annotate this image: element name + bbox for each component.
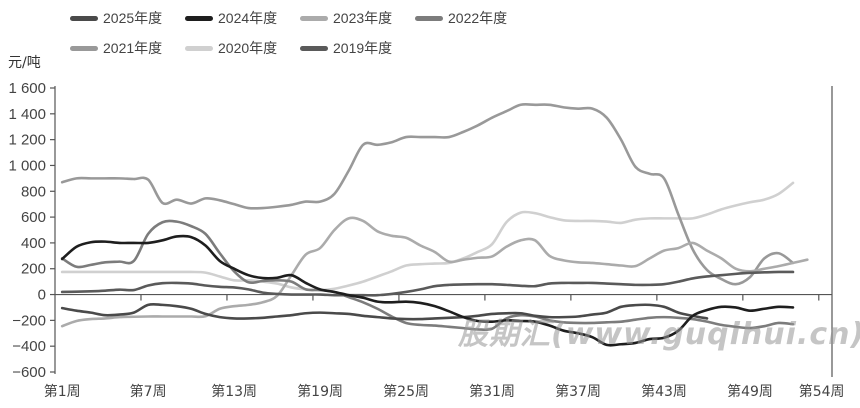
x-tick-label: 第19周 [297,383,343,400]
y-tick-label: −600 [12,364,46,381]
y-tick-label: 600 [21,209,46,226]
y-axis-unit-label: 元/吨 [8,55,41,71]
series-line-2019年度 [60,270,795,297]
series-line-2024年度 [60,234,795,347]
x-tick-label: 第25周 [383,383,429,400]
y-tick-label: 1 000 [8,157,46,174]
legend-label: 2020年度 [218,40,278,56]
legend-label: 2022年度 [448,10,508,26]
legend-item: 2025年度 [70,8,162,28]
x-tick-label: 第1周 [44,383,81,400]
legend-swatch [70,45,98,51]
series-line-2020年度 [60,181,795,292]
y-tick-label: 400 [21,235,46,252]
legend-item: 2022年度 [415,8,507,28]
y-tick-label: −400 [12,338,46,355]
legend-item: 2024年度 [185,8,277,28]
legend-swatch [300,15,328,21]
legend-swatch [185,45,213,51]
y-tick-label: 800 [21,183,46,200]
legend-swatch [185,15,213,21]
y-tick-label: 1 400 [8,106,46,123]
legend-label: 2025年度 [103,10,163,26]
y-tick-label: 1 200 [8,132,46,149]
legend-label: 2023年度 [333,10,393,26]
series-line-2023年度 [60,216,809,328]
legend-swatch [415,15,443,21]
x-tick-label: 第37周 [555,383,601,400]
y-tick-label: −200 [12,312,46,329]
series-line-2021年度 [60,103,795,286]
x-tick-label: 第43周 [641,383,687,400]
watermark: 股期汇(www.guqihui.cn) [458,317,860,352]
series-line-2022年度 [60,219,795,332]
x-tick-label: 第31周 [469,383,515,400]
series-line-2025年度 [60,302,709,321]
legend-item: 2021年度 [70,38,162,58]
x-tick-label: 第49周 [727,383,773,400]
legend-swatch [70,15,98,21]
x-tick-label: 第13周 [211,383,257,400]
legend-label: 2019年度 [333,40,393,56]
legend-label: 2021年度 [103,40,163,56]
legend-swatch [300,45,328,51]
y-tick-label: 1 600 [8,80,46,97]
y-tick-label: 200 [21,261,46,278]
legend-item: 2023年度 [300,8,392,28]
y-tick-label: 0 [38,287,46,304]
x-tick-label: 第54周 [799,383,845,400]
legend-item: 2020年度 [185,38,277,58]
legend-label: 2024年度 [218,10,278,26]
legend-item: 2019年度 [300,38,392,58]
x-tick-label: 第7周 [130,383,167,400]
